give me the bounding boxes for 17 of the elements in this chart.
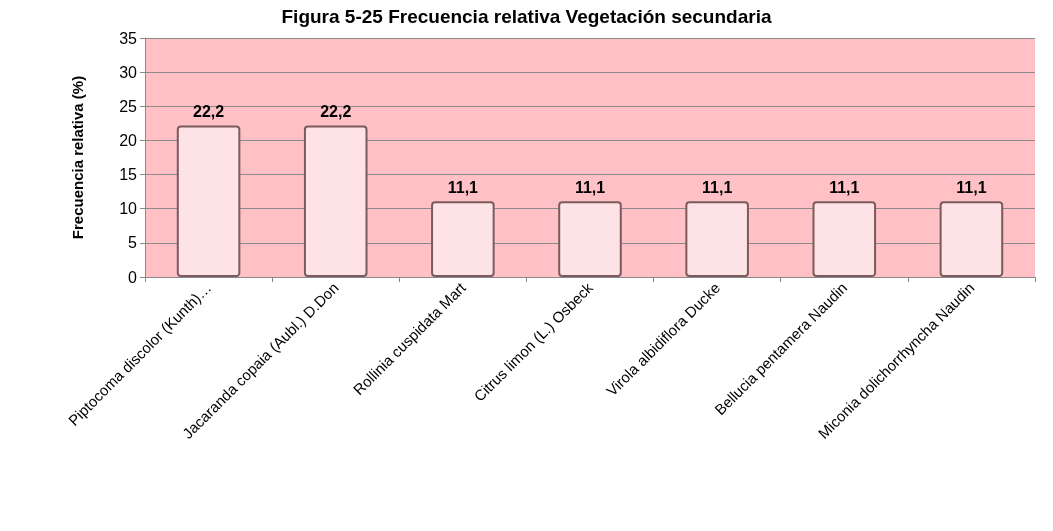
y-tick-label: 20 — [119, 131, 138, 149]
y-axis-title: Frecuencia relativa (%) — [69, 75, 86, 240]
y-tick-label: 0 — [128, 268, 138, 286]
data-label: 11,1 — [447, 178, 479, 196]
y-tick-label: 25 — [119, 97, 138, 115]
data-label: 11,1 — [829, 178, 860, 196]
y-tick-label: 5 — [128, 234, 138, 252]
y-tick-label: 15 — [119, 166, 138, 184]
y-tick-label: 30 — [119, 63, 138, 81]
data-label: 11,1 — [956, 178, 987, 196]
data-label: 11,1 — [702, 178, 733, 196]
y-tick-label: 35 — [119, 29, 138, 47]
y-tick-label: 10 — [119, 200, 138, 218]
data-label: 22,2 — [193, 102, 225, 120]
data-label: 11,1 — [574, 178, 606, 196]
data-label: 22,2 — [320, 102, 352, 120]
chart-title: Figura 5-25 Frecuencia relativa Vegetación secundaria — [281, 6, 772, 27]
